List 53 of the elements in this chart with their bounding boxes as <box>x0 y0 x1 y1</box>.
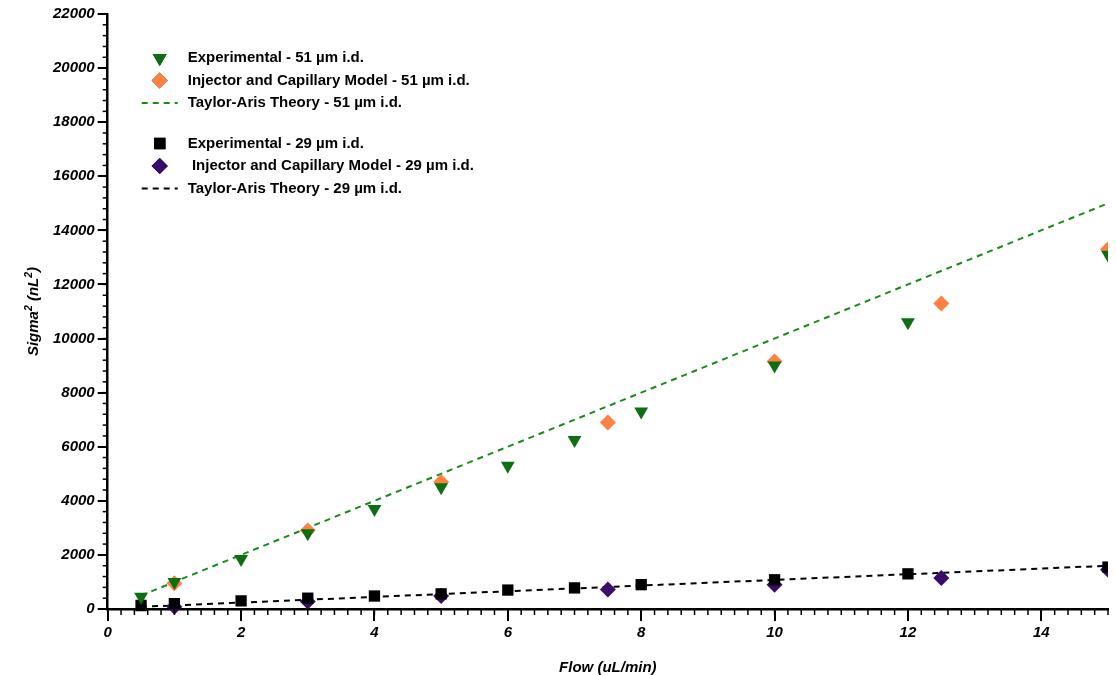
y-tick-label: 10000 <box>52 328 96 346</box>
point <box>234 554 249 567</box>
y-tick-label: 16000 <box>52 166 96 184</box>
y-tick-label: 18000 <box>52 112 96 130</box>
x-tick-label: 12 <box>899 623 917 641</box>
y-tick-label: 8000 <box>61 382 96 400</box>
point <box>302 592 314 604</box>
x-tick-label: 14 <box>1032 623 1051 641</box>
point <box>500 461 515 474</box>
point <box>568 582 581 594</box>
point <box>768 574 781 586</box>
legend-label: Injector and Capillary Model - 29 µm i.d. <box>187 156 474 174</box>
point <box>134 592 148 605</box>
point <box>135 599 147 612</box>
legend-label: Injector and Capillary Model - 51 µm i.d. <box>187 70 470 88</box>
x-axis-title: Flow (uL/min) <box>559 658 657 675</box>
x-tick-label: 0 <box>103 623 113 641</box>
x-tick-label: 4 <box>369 623 380 641</box>
y-tick-label: 12000 <box>52 274 96 292</box>
x-tick-label: 6 <box>503 623 513 641</box>
point <box>634 407 649 420</box>
y-tick-label: 22000 <box>51 4 96 22</box>
point <box>767 361 782 374</box>
point <box>567 435 582 448</box>
y-tick-label: 20000 <box>51 58 96 76</box>
y-tick-label: 2000 <box>60 545 96 563</box>
point <box>599 414 616 431</box>
point <box>368 590 381 602</box>
legend-label: Experimental - 51 µm i.d. <box>187 48 364 66</box>
y-tick-label: 14000 <box>52 220 96 238</box>
legend-label: Experimental - 29 µm i.d. <box>187 133 364 151</box>
y-tick-label: 0 <box>86 599 96 617</box>
point <box>434 483 449 496</box>
point <box>933 295 950 312</box>
x-tick-label: 2 <box>235 623 246 641</box>
point <box>901 318 915 331</box>
point <box>168 597 181 610</box>
point <box>599 581 616 598</box>
y-tick-label: 4000 <box>60 490 96 508</box>
point <box>435 588 447 600</box>
point <box>902 568 914 580</box>
point <box>367 504 382 517</box>
point <box>502 584 514 596</box>
legend-label: Taylor-Aris Theory - 51 µm i.d. <box>187 93 402 111</box>
point <box>300 529 315 542</box>
x-tick-label: 8 <box>637 623 647 641</box>
point <box>635 579 647 591</box>
y-tick-label: 6000 <box>61 436 96 454</box>
point <box>235 595 247 607</box>
legend-label: Taylor-Aris Theory - 29 µm i.d. <box>187 178 402 196</box>
point <box>933 569 950 586</box>
x-tick-label: 10 <box>766 623 784 641</box>
y-axis-title: Sigma2 (nL2) <box>22 266 41 357</box>
